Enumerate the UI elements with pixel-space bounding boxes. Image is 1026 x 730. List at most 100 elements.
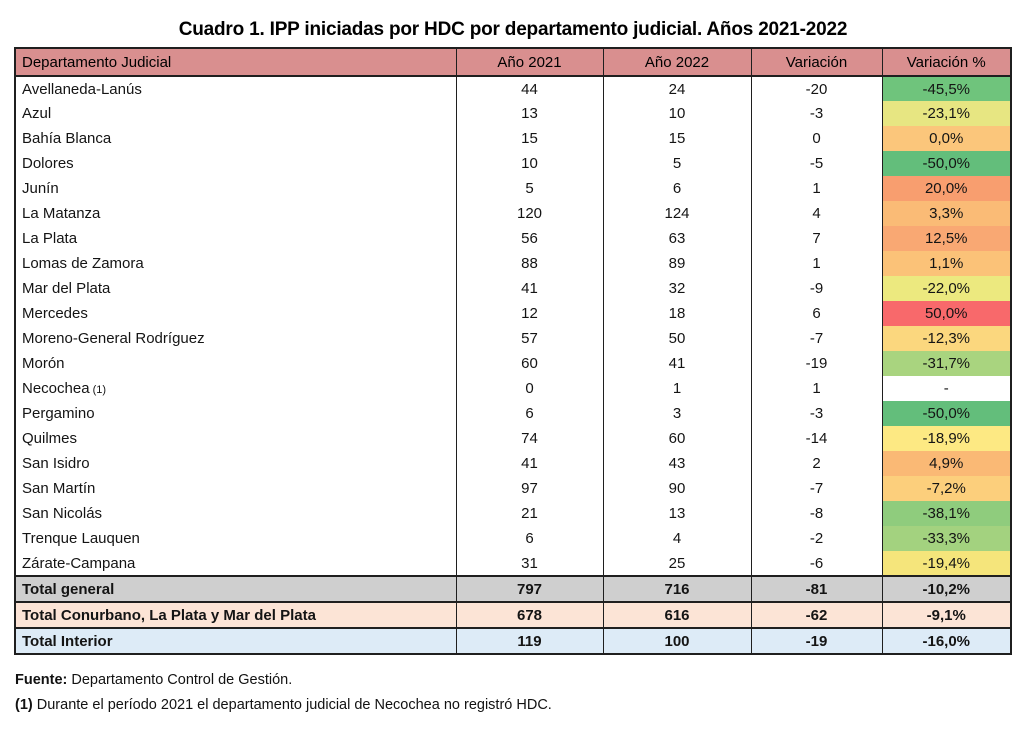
department-cell: La Matanza [14, 201, 457, 226]
variation-pct-cell: 4,9% [881, 451, 1012, 476]
table-row: Pergamino 6 3 -3 -50,0% [14, 401, 1012, 426]
total-variation-pct-cell: -9,1% [881, 601, 1012, 628]
year-2021-cell: 12 [455, 301, 604, 326]
table-row: Lomas de Zamora 88 89 1 1,1% [14, 251, 1012, 276]
table-title: Cuadro 1. IPP iniciadas por HDC por depa… [178, 19, 848, 40]
year-2021-cell: 6 [455, 526, 604, 551]
total-label-cell: Total Interior [14, 627, 457, 654]
department-cell: Junín [14, 176, 457, 201]
table-row: Mar del Plata 41 32 -9 -22,0% [14, 276, 1012, 301]
year-2021-cell: 10 [455, 151, 604, 176]
year-2022-cell: 41 [602, 351, 752, 376]
department-cell: Avellaneda-Lanús [14, 76, 457, 101]
total-row: Total Conurbano, La Plata y Mar del Plat… [14, 601, 1012, 628]
variation-cell: 1 [750, 376, 883, 401]
year-2021-cell: 74 [455, 426, 604, 451]
year-2022-cell: 13 [602, 501, 752, 526]
total-variation-cell: -62 [750, 601, 883, 628]
total-variation-pct-cell: -10,2% [881, 575, 1012, 602]
year-2022-cell: 89 [602, 251, 752, 276]
variation-cell: -14 [750, 426, 883, 451]
year-2022-cell: 5 [602, 151, 752, 176]
table-row: Dolores 10 5 -5 -50,0% [14, 151, 1012, 176]
total-year-2021-cell: 119 [455, 627, 604, 654]
table-row: Mercedes 12 18 6 50,0% [14, 301, 1012, 326]
variation-cell: -2 [750, 526, 883, 551]
total-variation-cell: -19 [750, 627, 883, 654]
year-2021-cell: 97 [455, 476, 604, 501]
year-2021-cell: 120 [455, 201, 604, 226]
year-2022-cell: 18 [602, 301, 752, 326]
variation-cell: -7 [750, 476, 883, 501]
total-year-2022-cell: 100 [602, 627, 752, 654]
year-2022-cell: 15 [602, 126, 752, 151]
year-2021-cell: 6 [455, 401, 604, 426]
department-cell: Trenque Lauquen [14, 526, 457, 551]
variation-pct-cell: 3,3% [881, 201, 1012, 226]
year-2021-cell: 5 [455, 176, 604, 201]
year-2022-cell: 24 [602, 76, 752, 101]
column-header-variacion-pct: Variación % [881, 47, 1012, 77]
column-header-departamento: Departamento Judicial [14, 47, 457, 77]
footnote-label: (1) [15, 697, 33, 713]
variation-pct-cell: 12,5% [881, 226, 1012, 251]
year-2021-cell: 57 [455, 326, 604, 351]
year-2022-cell: 43 [602, 451, 752, 476]
ipp-table: Departamento Judicial Año 2021 Año 2022 … [14, 47, 1012, 655]
variation-pct-cell: 0,0% [881, 126, 1012, 151]
total-year-2021-cell: 797 [455, 575, 604, 602]
footnote-line: (1) Durante el período 2021 el departame… [15, 693, 1026, 718]
source-label: Fuente: [15, 672, 68, 688]
table-row: Junín 5 6 1 20,0% [14, 176, 1012, 201]
department-cell: Bahía Blanca [14, 126, 457, 151]
total-label-cell: Total Conurbano, La Plata y Mar del Plat… [14, 601, 457, 628]
department-cell: Pergamino [14, 401, 457, 426]
year-2021-cell: 56 [455, 226, 604, 251]
variation-pct-cell: - [881, 376, 1012, 401]
variation-pct-cell: -12,3% [881, 326, 1012, 351]
total-label-cell: Total general [14, 575, 457, 602]
year-2022-cell: 124 [602, 201, 752, 226]
department-cell: Necochea (1) [14, 376, 457, 401]
department-cell: Quilmes [14, 426, 457, 451]
year-2021-cell: 60 [455, 351, 604, 376]
year-2021-cell: 41 [455, 451, 604, 476]
total-row: Total Interior 119 100 -19 -16,0% [14, 627, 1012, 654]
total-variation-pct-cell: -16,0% [881, 627, 1012, 654]
year-2022-cell: 1 [602, 376, 752, 401]
total-year-2021-cell: 678 [455, 601, 604, 628]
department-cell: San Martín [14, 476, 457, 501]
variation-cell: 7 [750, 226, 883, 251]
department-cell: Mar del Plata [14, 276, 457, 301]
table-row: Trenque Lauquen 6 4 -2 -33,3% [14, 526, 1012, 551]
variation-cell: 0 [750, 126, 883, 151]
variation-pct-cell: 1,1% [881, 251, 1012, 276]
table-row: San Isidro 41 43 2 4,9% [14, 451, 1012, 476]
table-row: Necochea (1) 0 1 1- [14, 376, 1012, 401]
variation-cell: 6 [750, 301, 883, 326]
column-header-ano-2021: Año 2021 [455, 47, 604, 77]
variation-cell: -6 [750, 551, 883, 576]
year-2022-cell: 32 [602, 276, 752, 301]
variation-pct-cell: -18,9% [881, 426, 1012, 451]
variation-pct-cell: -19,4% [881, 551, 1012, 576]
variation-cell: 1 [750, 251, 883, 276]
year-2021-cell: 15 [455, 126, 604, 151]
table-row: La Plata 56 63 7 12,5% [14, 226, 1012, 251]
table-footer: Fuente: Departamento Control de Gestión.… [15, 668, 1026, 718]
table-row: Bahía Blanca 15 15 0 0,0% [14, 126, 1012, 151]
year-2021-cell: 88 [455, 251, 604, 276]
column-header-ano-2022: Año 2022 [602, 47, 752, 77]
variation-pct-cell: -7,2% [881, 476, 1012, 501]
table-row: Moreno-General Rodríguez 57 50 -7 -12,3% [14, 326, 1012, 351]
variation-pct-cell: 20,0% [881, 176, 1012, 201]
variation-cell: -5 [750, 151, 883, 176]
year-2022-cell: 63 [602, 226, 752, 251]
year-2022-cell: 60 [602, 426, 752, 451]
department-cell: San Isidro [14, 451, 457, 476]
year-2022-cell: 6 [602, 176, 752, 201]
table-row: Avellaneda-Lanús 44 24 -20 -45,5% [14, 76, 1012, 101]
year-2022-cell: 3 [602, 401, 752, 426]
variation-cell: -20 [750, 76, 883, 101]
year-2021-cell: 31 [455, 551, 604, 576]
